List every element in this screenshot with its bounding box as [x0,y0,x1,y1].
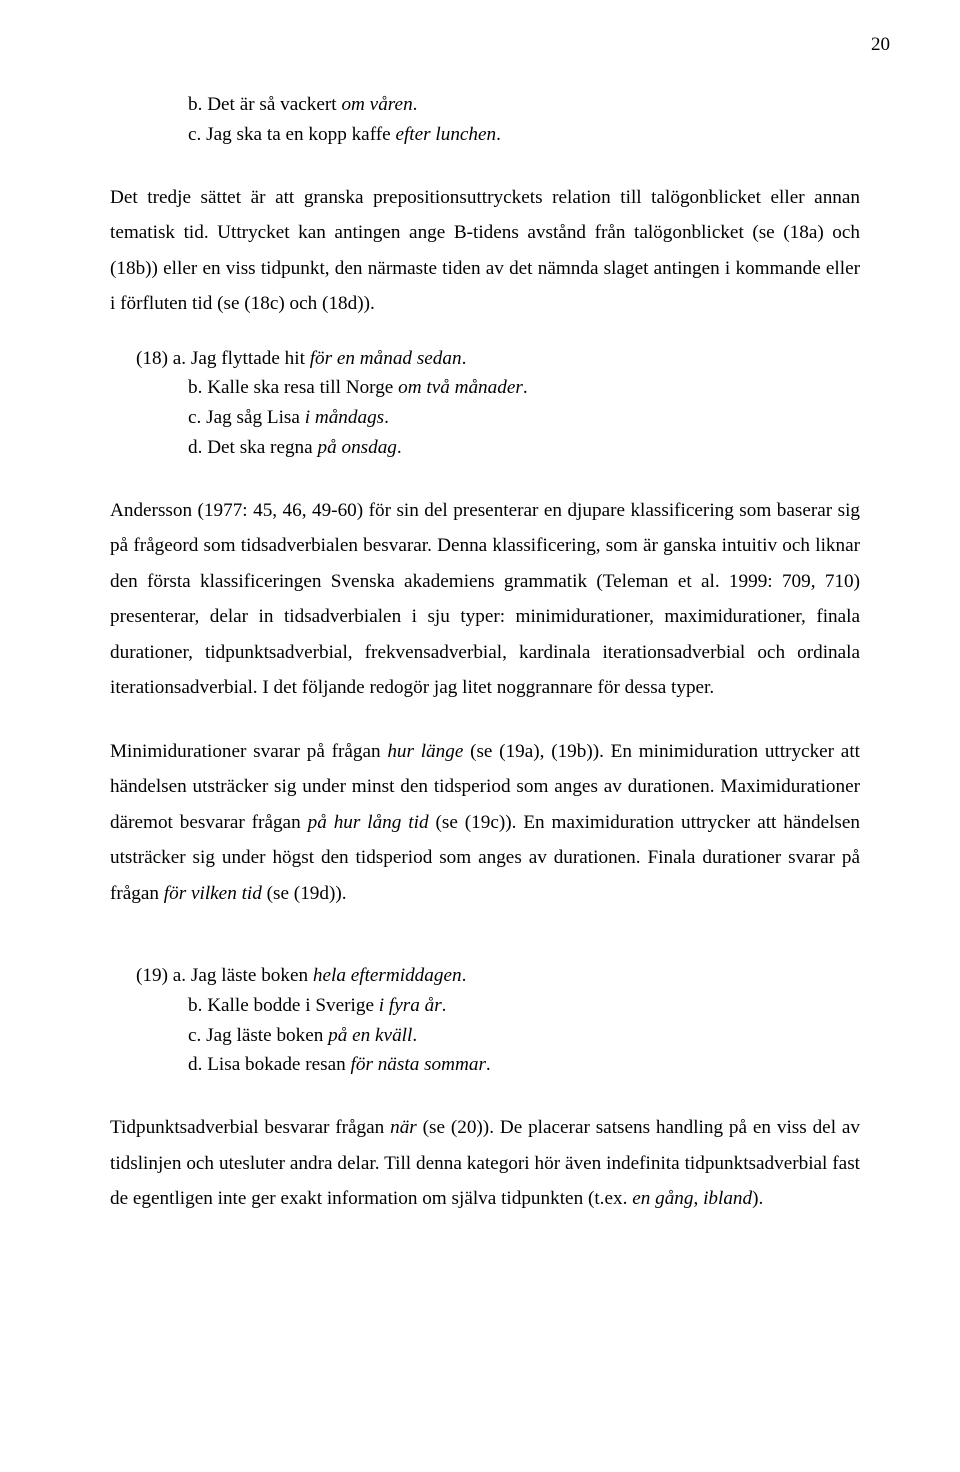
example-line: c. Jag läste boken på en kväll. [136,1021,860,1051]
text: (19) a. Jag läste boken [136,965,313,986]
text: (se (19d)). [262,883,347,904]
italic-text: en gång [632,1188,693,1209]
text: c. Jag läste boken [188,1025,328,1046]
italic-text: hela eftermiddagen [313,965,462,986]
italic-text: när [390,1117,417,1138]
example-line: b. Det är så vackert om våren. [188,90,860,120]
body-paragraph: Minimidurationer svarar på frågan hur lä… [110,734,860,912]
text: . [413,94,418,115]
text: d. Det ska regna [188,437,317,458]
text: b. Kalle bodde i Sverige [188,995,379,1016]
text: . [412,1025,417,1046]
example-17-continued: b. Det är så vackert om våren. c. Jag sk… [188,90,860,150]
text: c. Jag såg Lisa [188,407,305,428]
italic-text: för en månad sedan [310,348,462,369]
page: 20 b. Det är så vackert om våren. c. Jag… [0,0,960,1472]
text: Minimidurationer svarar på frågan [110,741,387,762]
example-line: b. Kalle ska resa till Norge om två måna… [136,373,860,403]
text: Tidpunktsadverbial besvarar frågan [110,1117,390,1138]
italic-text: i fyra år [379,995,442,1016]
body-paragraph: Andersson (1977: 45, 46, 49-60) för sin … [110,493,860,706]
example-line: c. Jag ska ta en kopp kaffe efter lunche… [188,120,860,150]
text: . [384,407,389,428]
italic-text: för vilken tid [164,883,262,904]
text: (18) a. Jag flyttade hit [136,348,310,369]
example-line: d. Lisa bokade resan för nästa sommar. [136,1050,860,1080]
text: ). [752,1188,763,1209]
italic-text: om våren [341,94,412,115]
example-line: (19) a. Jag läste boken hela eftermiddag… [136,961,860,991]
text: b. Kalle ska resa till Norge [188,377,398,398]
example-18: (18) a. Jag flyttade hit för en månad se… [136,344,860,463]
text: . [442,995,447,1016]
text: b. Det är så vackert [188,94,341,115]
italic-text: hur länge [387,741,463,762]
example-line: (18) a. Jag flyttade hit för en månad se… [136,344,860,374]
italic-text: på hur lång tid [308,812,429,833]
example-19: (19) a. Jag läste boken hela eftermiddag… [136,961,860,1080]
text: , [693,1188,703,1209]
italic-text: ibland [703,1188,752,1209]
italic-text: om två månader [398,377,523,398]
italic-text: på en kväll [328,1025,412,1046]
body-paragraph: Det tredje sättet är att granska preposi… [110,180,860,322]
text: c. Jag ska ta en kopp kaffe [188,124,395,145]
text: d. Lisa bokade resan [188,1054,351,1075]
text: . [496,124,501,145]
text: . [486,1054,491,1075]
italic-text: för nästa sommar [351,1054,486,1075]
body-paragraph: Tidpunktsadverbial besvarar frågan när (… [110,1110,860,1217]
text: . [462,965,467,986]
text: . [397,437,402,458]
example-line: b. Kalle bodde i Sverige i fyra år. [136,991,860,1021]
page-number: 20 [871,34,890,56]
italic-text: efter lunchen [395,124,496,145]
text: . [462,348,467,369]
text: . [523,377,528,398]
example-line: d. Det ska regna på onsdag. [136,433,860,463]
italic-text: på onsdag [317,437,396,458]
italic-text: i måndags [305,407,384,428]
example-line: c. Jag såg Lisa i måndags. [136,403,860,433]
